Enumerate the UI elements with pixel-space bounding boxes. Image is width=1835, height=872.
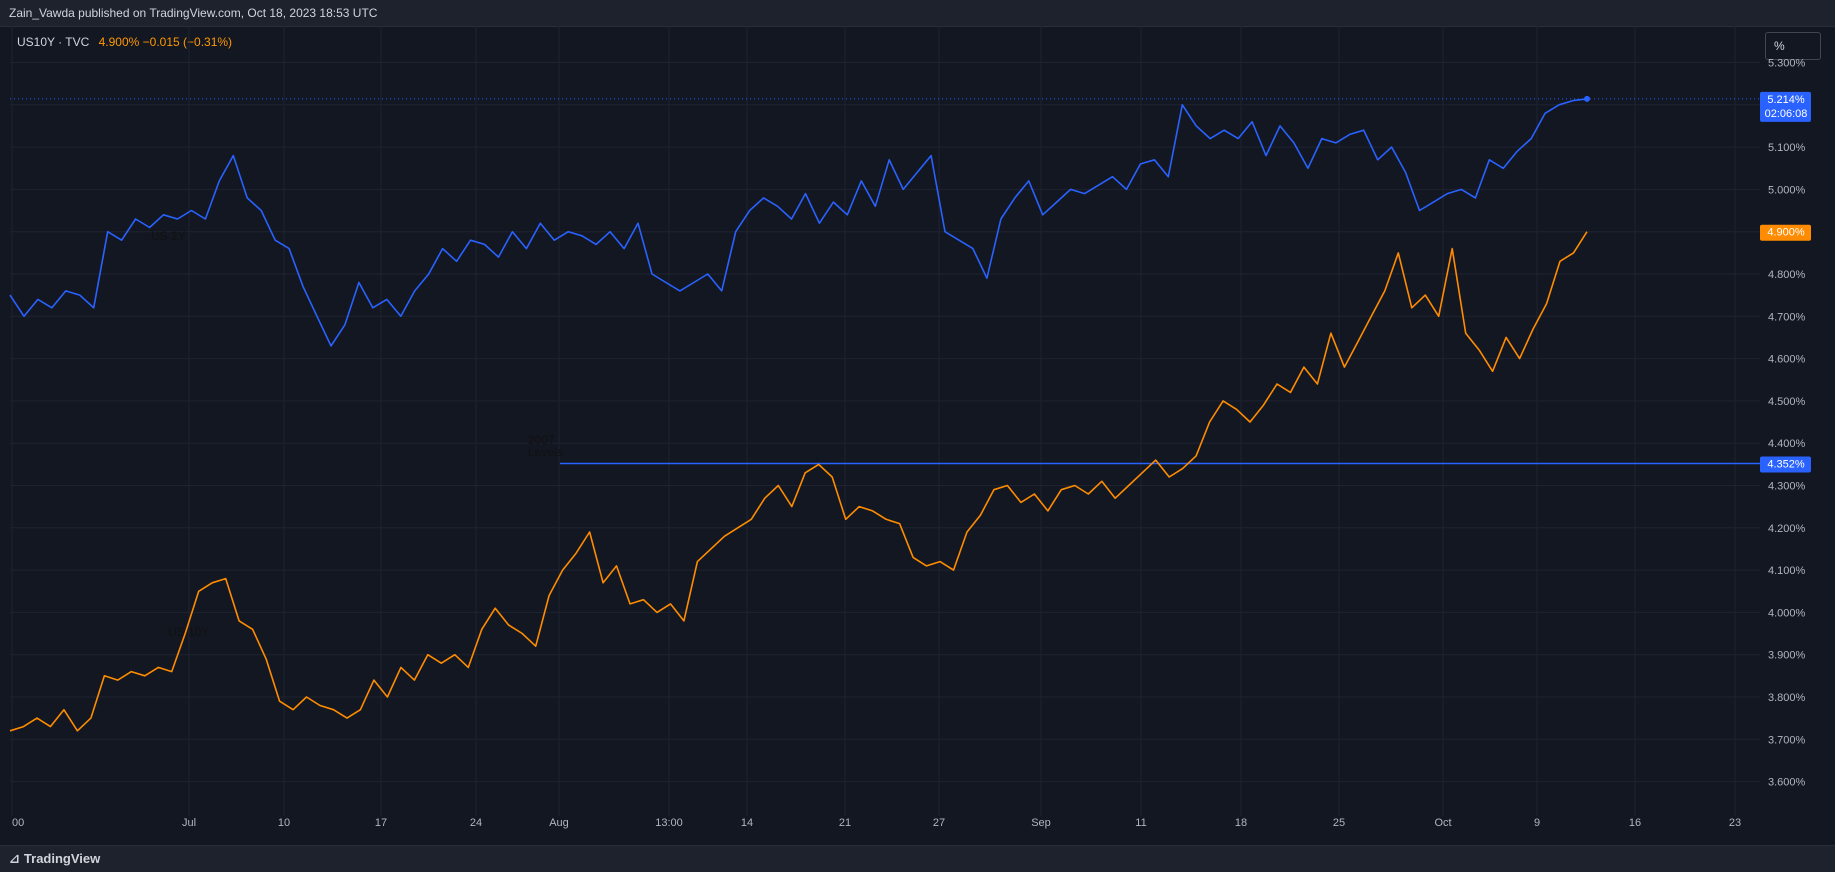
price-tick-label: 3.600% (1768, 777, 1806, 789)
us2y-annotation: US 2Y (151, 229, 186, 243)
time-tick-label: 16 (1629, 817, 1641, 829)
price-labels: 5.214% 02:06:08 4.900% 4.352% (1760, 91, 1811, 473)
time-tick-label: 14 (741, 817, 753, 829)
us2y-last-point (1584, 95, 1590, 102)
time-tick-label: 21 (839, 817, 851, 829)
published-text: Zain_Vawda published on TradingView.com,… (9, 6, 378, 20)
brand-label: TradingView (23, 851, 101, 866)
price-tick-label: 4.600% (1768, 354, 1806, 366)
price-tick-label: 4.800% (1768, 269, 1806, 281)
us2y-price-label-text: 5.214% (1767, 94, 1805, 106)
us2y-line (9, 98, 1588, 347)
tradingview-logo[interactable]: ⊿ TradingView (9, 851, 100, 867)
us10y-price-label: 4.900% (1760, 224, 1811, 241)
price-tick-label: 4.500% (1768, 396, 1806, 408)
symbol-name: US10Y · TVC (17, 35, 90, 49)
time-tick-label: 25 (1333, 817, 1345, 829)
price-tick-label: 4.000% (1768, 607, 1806, 619)
time-tick-label: Oct (1434, 817, 1451, 829)
time-tick-label: 17 (375, 817, 387, 829)
price-tick-label: 3.900% (1768, 650, 1806, 662)
time-tick-label: 00 (12, 817, 24, 829)
price-tick-label: 4.300% (1768, 481, 1806, 493)
level-annotation-line1: 2007 (528, 433, 555, 447)
time-tick-label: 27 (933, 817, 945, 829)
time-tick-label: Jul (182, 817, 196, 829)
price-tick-label: 5.300% (1768, 58, 1806, 70)
price-tick-label: 5.000% (1768, 184, 1806, 196)
tradingview-logo-icon: ⊿ (9, 851, 20, 866)
level-price-label-text: 4.352% (1767, 459, 1805, 471)
percent-scale-button[interactable]: % (1765, 32, 1821, 60)
time-tick-label: 11 (1135, 817, 1146, 829)
time-tick-label: Sep (1031, 817, 1051, 829)
price-tick-label: 5.100% (1768, 142, 1806, 154)
time-axis[interactable]: 00 Jul 10 17 24 Aug 13:00 14 21 27 Sep 11 18 25 Oct 9 16… (12, 817, 1741, 829)
series-lines (9, 95, 1760, 732)
level-price-label: 4.352% (1760, 456, 1811, 473)
level-annotation-line2: Levels (528, 445, 563, 459)
us2y-price-label: 5.214% 02:06:08 (1760, 91, 1811, 122)
price-axis[interactable]: 5.300%5.200%5.100%5.000%4.900%4.800%4.70… (1768, 58, 1806, 789)
time-tick-label: Aug (549, 817, 569, 829)
price-tick-label: 4.200% (1768, 523, 1806, 535)
time-tick-label: 10 (278, 817, 290, 829)
us10y-line (9, 231, 1588, 732)
price-chart[interactable]: 5.300%5.200%5.100%5.000%4.900%4.800%4.70… (0, 26, 1835, 845)
time-tick-label: 24 (470, 817, 482, 829)
time-tick-label: 13:00 (655, 817, 683, 829)
publish-header: Zain_Vawda published on TradingView.com,… (0, 0, 1835, 27)
price-tick-label: 4.400% (1768, 438, 1806, 450)
price-tick-label: 3.700% (1768, 734, 1806, 746)
us2y-price-label-text: 02:06:08 (1765, 108, 1808, 120)
percent-scale-label: % (1774, 39, 1785, 53)
price-tick-label: 4.100% (1768, 565, 1806, 577)
symbol-price-change: 4.900% −0.015 (−0.31%) (98, 35, 233, 49)
price-tick-label: 3.800% (1768, 692, 1806, 704)
symbol-legend[interactable]: US10Y · TVC 4.900% −0.015 (−0.31%) (17, 35, 232, 49)
price-tick-label: 4.700% (1768, 311, 1806, 323)
us10y-price-label-text: 4.900% (1767, 227, 1805, 239)
footer-bar: ⊿ TradingView (0, 845, 1835, 872)
time-tick-label: 18 (1235, 817, 1247, 829)
time-tick-label: 23 (1729, 817, 1741, 829)
us10y-annotation: US 10Y (168, 625, 209, 639)
chart-grid (10, 26, 1760, 816)
time-tick-label: 9 (1534, 817, 1540, 829)
